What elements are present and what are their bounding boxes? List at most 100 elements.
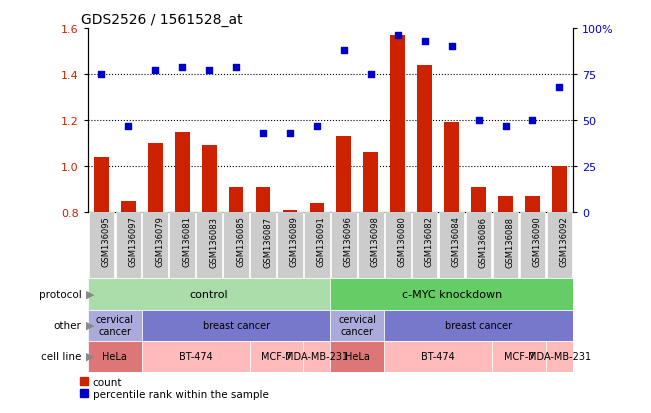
Text: GSM136096: GSM136096 [344,216,353,267]
Bar [250,213,276,279]
Text: BT-474: BT-474 [421,351,455,361]
Bar [358,213,383,279]
Text: breast cancer: breast cancer [445,320,512,330]
Text: GSM136090: GSM136090 [533,216,542,267]
Text: control: control [190,289,229,299]
Text: MDA-MB-231: MDA-MB-231 [528,351,591,361]
Text: GSM136083: GSM136083 [209,216,218,267]
Bar [94,157,109,396]
Text: c-MYC knockdown: c-MYC knockdown [402,289,502,299]
Bar [547,213,572,279]
Point [258,131,268,137]
Point [123,123,133,130]
Text: GSM136088: GSM136088 [506,216,514,267]
Point [284,131,295,137]
Point [96,71,107,78]
Point [473,117,484,124]
Point [393,33,403,40]
Text: GSM136095: GSM136095 [102,216,111,267]
Bar [283,210,298,396]
Text: GSM136081: GSM136081 [182,216,191,267]
Point [204,68,214,74]
Bar [498,197,513,396]
Text: protocol: protocol [38,289,81,299]
Bar [331,213,357,279]
Text: cervical
cancer: cervical cancer [339,314,376,336]
Point [150,68,160,74]
Bar [256,188,270,396]
Bar [142,341,249,372]
Bar [309,204,324,396]
Bar [417,66,432,396]
Bar [519,213,546,279]
Bar [89,213,114,279]
Bar [384,341,492,372]
Bar [88,341,142,372]
Text: GSM136082: GSM136082 [424,216,434,267]
Point [447,44,457,50]
Bar [88,279,330,310]
Point [177,64,187,71]
Bar [493,213,518,279]
Text: ▶: ▶ [86,351,94,361]
Text: cervical
cancer: cervical cancer [96,314,134,336]
Bar [444,123,459,396]
Text: HeLa: HeLa [345,351,370,361]
Point [527,117,538,124]
Text: GSM136089: GSM136089 [290,216,299,267]
Bar [304,213,329,279]
Bar [121,201,135,396]
Text: GSM136097: GSM136097 [128,216,137,267]
Bar [412,213,437,279]
Bar [492,341,546,372]
Bar [169,213,195,279]
Bar [465,213,492,279]
Text: GSM136087: GSM136087 [263,216,272,267]
Text: GSM136086: GSM136086 [478,216,488,267]
Text: GSM136092: GSM136092 [559,216,568,267]
Bar [471,188,486,396]
Bar [363,153,378,396]
Bar [330,279,573,310]
Bar [303,341,330,372]
Bar [223,213,249,279]
Text: other: other [53,320,81,330]
Text: GDS2526 / 1561528_at: GDS2526 / 1561528_at [81,13,243,27]
Text: ▶: ▶ [86,320,94,330]
Text: GSM136080: GSM136080 [398,216,407,267]
Text: GSM136085: GSM136085 [236,216,245,267]
Text: MCF-7: MCF-7 [504,351,534,361]
Text: cell line: cell line [41,351,81,361]
Bar [546,341,573,372]
Point [231,64,242,71]
Bar [115,213,141,279]
Bar [337,137,352,396]
Legend: count, percentile rank within the sample: count, percentile rank within the sample [80,377,268,399]
Bar [277,213,303,279]
Bar [330,341,384,372]
Bar [143,213,168,279]
Bar [385,213,411,279]
Point [419,38,430,45]
Bar [330,310,384,341]
Bar [229,188,243,396]
Point [366,71,376,78]
Text: GSM136084: GSM136084 [452,216,461,267]
Bar [197,213,222,279]
Bar [439,213,464,279]
Point [339,47,349,54]
Text: GSM136079: GSM136079 [155,216,164,267]
Bar [391,36,405,396]
Text: GSM136091: GSM136091 [317,216,326,267]
Text: breast cancer: breast cancer [202,320,270,330]
Text: BT-474: BT-474 [179,351,212,361]
Text: HeLa: HeLa [102,351,127,361]
Point [501,123,511,130]
Bar [202,146,217,396]
Bar [249,341,303,372]
Bar [384,310,573,341]
Text: ▶: ▶ [86,289,94,299]
Point [312,123,322,130]
Bar [552,167,567,396]
Bar [148,144,163,396]
